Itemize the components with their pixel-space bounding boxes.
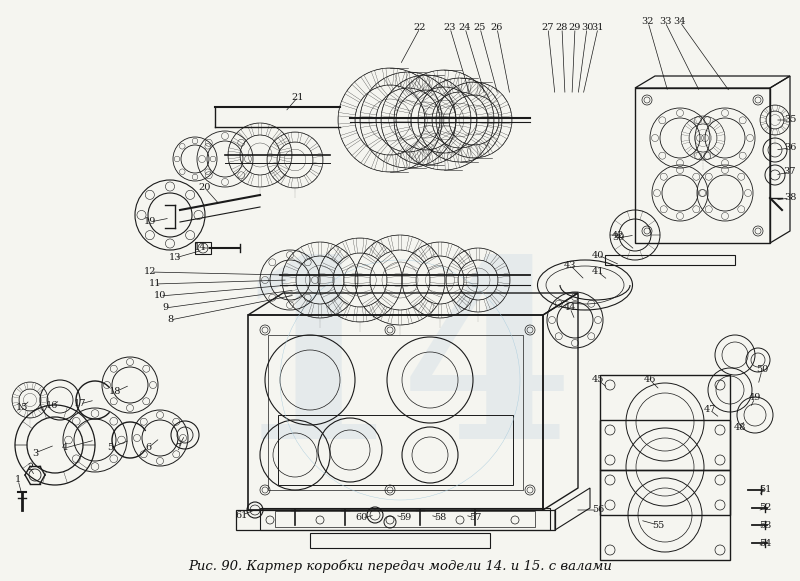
Text: 39: 39: [612, 234, 624, 242]
Text: 22: 22: [414, 23, 426, 33]
Text: 30: 30: [581, 23, 593, 33]
Bar: [268, 335, 523, 490]
Text: 18: 18: [109, 388, 121, 396]
Text: 29: 29: [569, 23, 581, 33]
Bar: [195, 242, 211, 254]
Text: 25: 25: [474, 23, 486, 33]
Text: 20: 20: [199, 184, 211, 192]
Text: 27: 27: [542, 23, 554, 33]
Bar: [278, 415, 513, 485]
Text: 50: 50: [756, 365, 768, 375]
Text: 13: 13: [169, 253, 182, 263]
Text: 5: 5: [107, 443, 113, 453]
Text: 8: 8: [167, 315, 173, 325]
Text: 12: 12: [144, 267, 156, 277]
Text: 46: 46: [644, 375, 656, 385]
Text: 41: 41: [592, 267, 604, 277]
Text: 60: 60: [356, 514, 368, 522]
Text: 16: 16: [46, 401, 58, 411]
Text: 37: 37: [784, 167, 796, 177]
Text: 7: 7: [175, 443, 181, 453]
Text: 52: 52: [759, 504, 771, 512]
Text: 55: 55: [652, 521, 664, 529]
Text: 24: 24: [458, 23, 471, 33]
Text: 4: 4: [62, 443, 68, 453]
Text: 45: 45: [592, 375, 604, 385]
Text: 49: 49: [749, 393, 761, 403]
Text: 53: 53: [759, 521, 771, 529]
Text: 31: 31: [592, 23, 604, 33]
Text: 61: 61: [236, 511, 248, 519]
Text: 11: 11: [149, 279, 162, 289]
Text: 15: 15: [16, 403, 28, 413]
Text: Рис. 90. Картер коробки передач модели 14. и 15. с валами: Рис. 90. Картер коробки передач модели 1…: [188, 560, 612, 573]
Text: 28: 28: [556, 23, 568, 33]
Text: 59: 59: [399, 514, 411, 522]
Text: 58: 58: [434, 514, 446, 522]
Text: 10: 10: [154, 292, 166, 300]
Text: 3: 3: [32, 449, 38, 457]
Text: 14: 14: [226, 249, 574, 491]
Text: 51: 51: [759, 486, 771, 494]
Text: 17: 17: [74, 400, 86, 408]
Text: 23: 23: [444, 23, 456, 33]
Text: 43: 43: [564, 260, 576, 270]
Text: 9: 9: [162, 303, 168, 313]
Text: 33: 33: [658, 17, 671, 27]
Text: 34: 34: [674, 17, 686, 27]
Text: 54: 54: [759, 539, 771, 547]
Text: 14: 14: [194, 243, 206, 253]
Text: 32: 32: [642, 17, 654, 27]
Text: 1: 1: [15, 475, 21, 485]
Text: 44: 44: [564, 303, 576, 313]
Text: 38: 38: [784, 193, 796, 203]
Text: 42: 42: [612, 231, 624, 239]
Text: 56: 56: [592, 505, 604, 515]
Text: 35: 35: [784, 116, 796, 124]
Text: 2: 2: [27, 464, 33, 472]
Text: 57: 57: [469, 514, 481, 522]
Text: 6: 6: [145, 443, 151, 453]
Text: 40: 40: [592, 250, 604, 260]
Text: 48: 48: [734, 424, 746, 432]
Text: 47: 47: [704, 406, 716, 414]
Text: 36: 36: [784, 144, 796, 152]
Text: 19: 19: [144, 217, 156, 227]
Text: 26: 26: [491, 23, 503, 33]
Text: 21: 21: [292, 92, 304, 102]
